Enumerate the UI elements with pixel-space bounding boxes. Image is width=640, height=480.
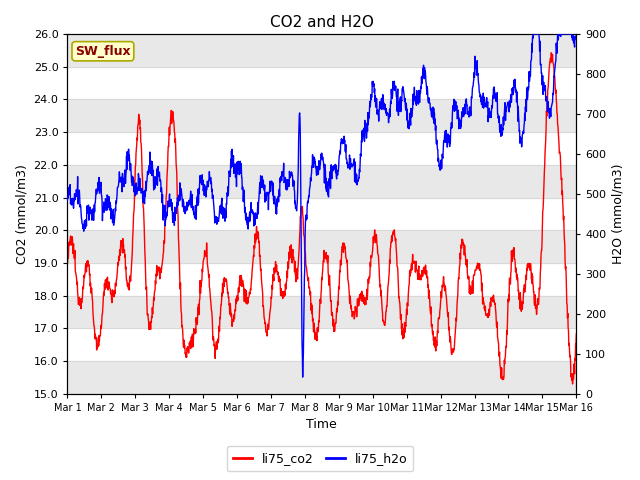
- li75_co2: [299, 214, 307, 220]
- li75_h2o: [300, 351, 307, 357]
- Y-axis label: H2O (mmol/m3): H2O (mmol/m3): [612, 164, 625, 264]
- li75_co2: [353, 308, 361, 314]
- Bar: [67, 230, 576, 263]
- Y-axis label: CO2 (mmol/m3): CO2 (mmol/m3): [15, 164, 28, 264]
- Line: li75_h2o: li75_h2o: [67, 34, 576, 377]
- li75_h2o: [299, 374, 307, 380]
- li75_co2: [63, 261, 71, 267]
- Title: CO2 and H2O: CO2 and H2O: [270, 15, 374, 30]
- li75_co2: [572, 331, 580, 337]
- li75_co2: [103, 276, 111, 282]
- X-axis label: Time: Time: [307, 419, 337, 432]
- Bar: [67, 99, 576, 132]
- li75_h2o: [353, 178, 361, 183]
- li75_co2: [280, 290, 287, 296]
- li75_h2o: [103, 207, 111, 213]
- li75_h2o: [572, 31, 580, 37]
- li75_co2: [290, 257, 298, 263]
- Bar: [67, 34, 576, 67]
- Bar: [67, 361, 576, 394]
- li75_h2o: [124, 156, 131, 161]
- li75_h2o: [280, 169, 287, 175]
- Bar: [67, 165, 576, 198]
- li75_co2: [124, 283, 131, 289]
- Line: li75_co2: li75_co2: [67, 53, 576, 384]
- Legend: li75_co2, li75_h2o: li75_co2, li75_h2o: [227, 446, 413, 471]
- Text: SW_flux: SW_flux: [75, 45, 131, 58]
- li75_h2o: [290, 178, 298, 184]
- li75_h2o: [63, 197, 71, 203]
- Bar: [67, 296, 576, 328]
- li75_co2: [569, 381, 577, 387]
- li75_h2o: [530, 31, 538, 37]
- li75_co2: [547, 50, 555, 56]
